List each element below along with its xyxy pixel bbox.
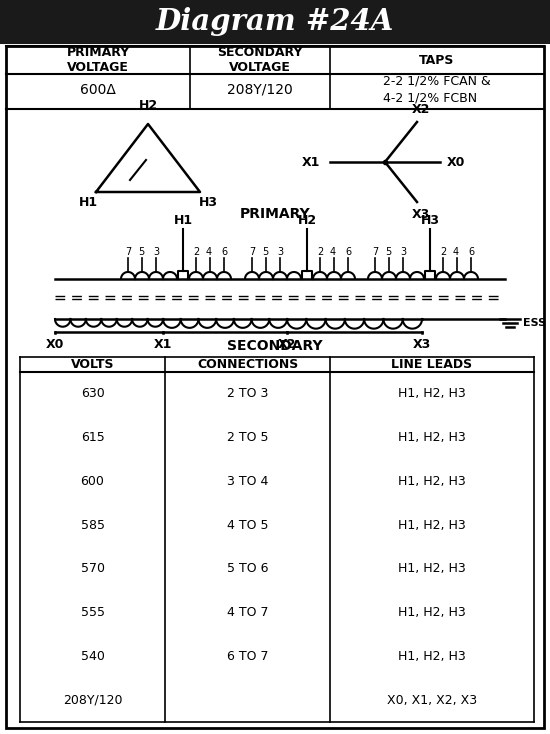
Text: 2: 2 (440, 247, 446, 257)
Text: 6: 6 (345, 247, 351, 257)
Text: 570: 570 (80, 562, 104, 575)
Text: 615: 615 (81, 431, 104, 444)
Text: H3: H3 (199, 196, 217, 209)
Text: H1: H1 (173, 214, 192, 227)
Text: ESS: ESS (523, 318, 546, 328)
Text: Diagram #24A: Diagram #24A (156, 7, 394, 37)
Text: 630: 630 (81, 388, 104, 400)
Text: 3 TO 4: 3 TO 4 (227, 475, 268, 488)
Text: 4 TO 7: 4 TO 7 (227, 606, 268, 619)
Text: 7: 7 (372, 247, 378, 257)
Text: H2: H2 (298, 214, 317, 227)
Text: 5: 5 (262, 247, 268, 257)
Text: SECONDARY: SECONDARY (227, 339, 323, 353)
Text: 2: 2 (193, 247, 199, 257)
Text: H1, H2, H3: H1, H2, H3 (398, 519, 466, 531)
Text: X2: X2 (412, 103, 430, 116)
Text: PRIMARY
VOLTAGE: PRIMARY VOLTAGE (67, 46, 130, 74)
Text: H1: H1 (79, 196, 97, 209)
Text: 600: 600 (80, 475, 104, 488)
Text: H2: H2 (139, 99, 157, 112)
Text: X0, X1, X2, X3: X0, X1, X2, X3 (387, 694, 477, 707)
Text: X2: X2 (278, 338, 296, 351)
Text: 2 TO 5: 2 TO 5 (227, 431, 268, 444)
Text: H1, H2, H3: H1, H2, H3 (398, 431, 466, 444)
Text: X0: X0 (447, 156, 465, 169)
Text: 2 TO 3: 2 TO 3 (227, 388, 268, 400)
Text: VOLTS: VOLTS (71, 358, 114, 371)
Text: 2: 2 (317, 247, 323, 257)
Bar (0, 0, 550, 44)
Text: 5: 5 (138, 247, 144, 257)
Text: 6: 6 (468, 247, 474, 257)
Text: X1: X1 (154, 338, 172, 351)
Text: 540: 540 (80, 650, 104, 663)
Text: 208Y/120: 208Y/120 (63, 694, 122, 707)
Text: CONNECTIONS: CONNECTIONS (197, 358, 298, 371)
Text: 6: 6 (221, 247, 227, 257)
Text: X0: X0 (46, 338, 64, 351)
Text: X3: X3 (413, 338, 431, 351)
Text: X1: X1 (301, 156, 320, 169)
Text: 7: 7 (249, 247, 255, 257)
Text: H1, H2, H3: H1, H2, H3 (398, 388, 466, 400)
Text: 555: 555 (80, 606, 104, 619)
Text: 3: 3 (277, 247, 283, 257)
Text: 4: 4 (330, 247, 336, 257)
Text: 3: 3 (400, 247, 406, 257)
Text: H1, H2, H3: H1, H2, H3 (398, 562, 466, 575)
Text: 5 TO 6: 5 TO 6 (227, 562, 268, 575)
Text: SECONDARY
VOLTAGE: SECONDARY VOLTAGE (217, 46, 302, 74)
Text: 600Δ: 600Δ (80, 82, 116, 96)
Text: LINE LEADS: LINE LEADS (392, 358, 472, 371)
Text: 3: 3 (153, 247, 159, 257)
Text: TAPS: TAPS (419, 54, 455, 67)
Text: 4: 4 (206, 247, 212, 257)
Text: 2-2 1/2% FCAN &
4-2 1/2% FCBN: 2-2 1/2% FCAN & 4-2 1/2% FCBN (383, 74, 491, 104)
Text: 7: 7 (125, 247, 131, 257)
Text: 585: 585 (80, 519, 104, 531)
Text: 208Y/120: 208Y/120 (227, 82, 293, 96)
Text: H3: H3 (421, 214, 439, 227)
Text: PRIMARY: PRIMARY (240, 207, 310, 221)
Text: 6 TO 7: 6 TO 7 (227, 650, 268, 663)
Text: H1, H2, H3: H1, H2, H3 (398, 606, 466, 619)
Text: 5: 5 (385, 247, 391, 257)
Text: 4: 4 (453, 247, 459, 257)
Text: H1, H2, H3: H1, H2, H3 (398, 475, 466, 488)
Text: 4 TO 5: 4 TO 5 (227, 519, 268, 531)
Text: X3: X3 (412, 208, 430, 221)
Text: H1, H2, H3: H1, H2, H3 (398, 650, 466, 663)
